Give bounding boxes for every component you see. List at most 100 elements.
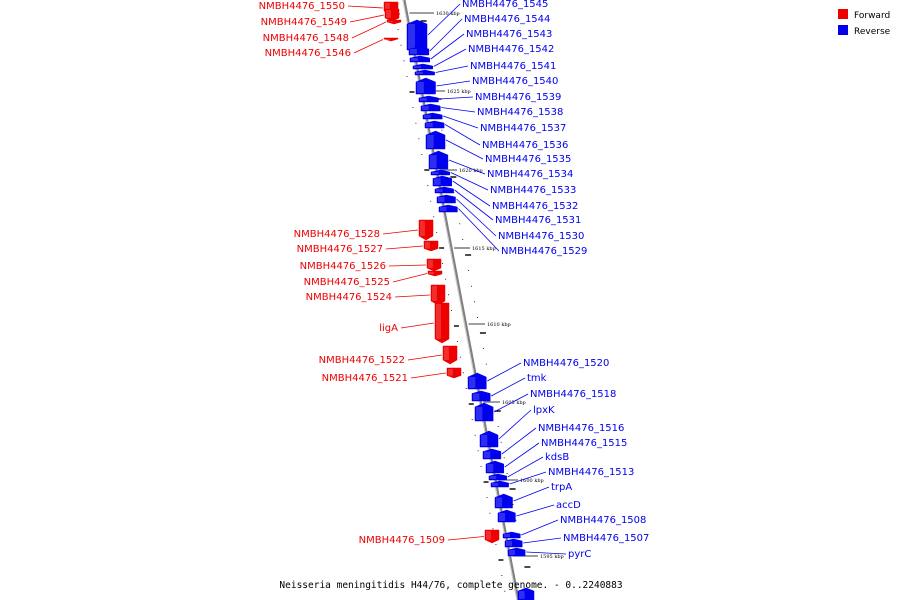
reverse-gene-glyph[interactable] bbox=[490, 480, 509, 488]
reverse-gene-label[interactable]: trpA bbox=[551, 482, 572, 493]
gene-shading bbox=[408, 24, 415, 49]
reverse-gene-label[interactable]: NMBH4476_1508 bbox=[560, 515, 646, 526]
forward-gene-label[interactable]: NMBH4476_1524 bbox=[306, 292, 392, 303]
reverse-gene-label[interactable]: NMBH4476_1536 bbox=[482, 140, 568, 151]
reverse-gene-glyph[interactable] bbox=[471, 390, 491, 402]
gene-shading bbox=[436, 304, 441, 339]
reverse-gene-glyph[interactable] bbox=[494, 493, 513, 509]
reverse-leader-line bbox=[498, 409, 532, 440]
reverse-gene-glyph[interactable] bbox=[488, 473, 507, 481]
reverse-gene-label[interactable]: tmk bbox=[527, 373, 547, 384]
reverse-gene-glyph[interactable] bbox=[497, 509, 516, 523]
reverse-gene-glyph[interactable] bbox=[507, 547, 526, 557]
reverse-gene-label[interactable]: NMBH4476_1544 bbox=[464, 14, 550, 25]
forward-gene-glyph[interactable] bbox=[484, 529, 500, 544]
reverse-gene-glyph[interactable] bbox=[415, 77, 436, 95]
reverse-gene-glyph[interactable] bbox=[418, 95, 439, 103]
reverse-gene-label[interactable]: NMBH4476_1543 bbox=[466, 29, 552, 40]
forward-gene-label[interactable]: NMBH4476_1509 bbox=[359, 535, 445, 546]
reverse-gene-label[interactable]: NMBH4476_1507 bbox=[563, 533, 649, 544]
forward-gene-label[interactable]: NMBH4476_1522 bbox=[319, 355, 405, 366]
reverse-gene-label[interactable]: NMBH4476_1534 bbox=[487, 169, 573, 180]
forward-gene-glyph[interactable] bbox=[427, 270, 443, 277]
reverse-gene-label[interactable]: kdsB bbox=[545, 452, 569, 463]
reverse-gene-label[interactable]: NMBH4476_1518 bbox=[530, 389, 616, 400]
reverse-gene-glyph[interactable] bbox=[436, 194, 456, 204]
reverse-gene-glyph[interactable] bbox=[424, 120, 445, 129]
forward-gene-label[interactable]: NMBH4476_1548 bbox=[263, 33, 349, 44]
reverse-gene-glyph[interactable] bbox=[412, 63, 433, 70]
reverse-gene-label[interactable]: NMBH4476_1533 bbox=[490, 185, 576, 196]
forward-leader-line bbox=[400, 322, 435, 329]
reverse-gene-label[interactable]: NMBH4476_1539 bbox=[475, 92, 561, 103]
reverse-gene-glyph[interactable] bbox=[482, 448, 502, 460]
reverse-gene-glyph[interactable] bbox=[504, 538, 523, 548]
reverse-gene-label[interactable]: NMBH4476_1531 bbox=[495, 215, 581, 226]
reverse-gene-glyph[interactable] bbox=[485, 460, 505, 474]
forward-gene-glyph[interactable] bbox=[423, 240, 439, 252]
reverse-gene-label[interactable]: NMBH4476_1535 bbox=[485, 154, 571, 165]
forward-gene-labels: NMBH4476_1550 NMBH4476_1549 NMBH4476_1548 N… bbox=[259, 1, 445, 546]
reverse-gene-glyph[interactable] bbox=[422, 112, 443, 120]
reverse-gene-glyph[interactable] bbox=[420, 103, 441, 112]
reverse-gene-label[interactable]: NMBH4476_1530 bbox=[498, 231, 584, 242]
reverse-gene-glyph[interactable] bbox=[428, 150, 449, 170]
reverse-gene-label[interactable]: NMBH4476_1538 bbox=[477, 107, 563, 118]
reverse-gene-glyph[interactable] bbox=[414, 69, 435, 76]
reverse-gene-label[interactable]: NMBH4476_1537 bbox=[480, 123, 566, 134]
forward-gene-glyph[interactable] bbox=[384, 8, 400, 22]
reverse-gene-label[interactable]: accD bbox=[556, 500, 581, 511]
reverse-gene-glyph[interactable] bbox=[438, 204, 458, 213]
forward-gene-glyph[interactable] bbox=[426, 258, 442, 272]
forward-leader-line bbox=[447, 536, 485, 541]
reverse-leader-line bbox=[509, 471, 547, 485]
reverse-gene-glyph[interactable] bbox=[408, 46, 430, 56]
reverse-gene-label[interactable]: NMBH4476_1542 bbox=[468, 44, 554, 55]
forward-gene-glyph[interactable] bbox=[418, 219, 434, 241]
forward-gene-glyph[interactable] bbox=[434, 302, 450, 344]
forward-gene-glyph[interactable] bbox=[446, 367, 462, 379]
reverse-gene-label[interactable]: NMBH4476_1513 bbox=[548, 467, 634, 478]
reverse-gene-label[interactable]: NMBH4476_1520 bbox=[523, 358, 609, 369]
reverse-gene-label[interactable]: pyrC bbox=[568, 549, 591, 560]
reverse-gene-glyph[interactable] bbox=[467, 372, 487, 390]
forward-gene-label[interactable]: NMBH4476_1549 bbox=[261, 17, 347, 28]
gene-shading bbox=[506, 541, 513, 546]
gene-shading bbox=[388, 21, 393, 22]
reverse-gene-glyph[interactable] bbox=[425, 130, 446, 150]
gene-shading bbox=[487, 464, 494, 472]
reverse-gene-label[interactable]: NMBH4476_1545 bbox=[462, 0, 548, 10]
reverse-gene-label[interactable]: NMBH4476_1529 bbox=[501, 246, 587, 257]
reverse-gene-label[interactable]: NMBH4476_1515 bbox=[541, 438, 627, 449]
reverse-gene-label[interactable]: NMBH4476_1532 bbox=[492, 201, 578, 212]
forward-leader-line bbox=[385, 245, 424, 250]
forward-gene-label[interactable]: NMBH4476_1525 bbox=[304, 277, 390, 288]
forward-gene-glyph[interactable] bbox=[383, 37, 399, 42]
reverse-gene-glyph[interactable] bbox=[502, 531, 521, 539]
reverse-leader-line bbox=[430, 33, 465, 60]
forward-gene-label[interactable]: NMBH4476_1526 bbox=[300, 261, 386, 272]
reverse-gene-glyph[interactable] bbox=[430, 169, 451, 176]
reverse-gene-label[interactable]: lpxK bbox=[533, 405, 555, 416]
forward-gene-glyph[interactable] bbox=[442, 345, 458, 365]
reverse-gene-glyph[interactable] bbox=[434, 186, 454, 194]
legend-reverse-swatch bbox=[838, 25, 848, 35]
legend-forward-label: Forward bbox=[854, 11, 890, 21]
forward-gene-label[interactable]: NMBH4476_1527 bbox=[297, 244, 383, 255]
reverse-gene-glyph[interactable] bbox=[432, 175, 452, 187]
gene-shading bbox=[426, 123, 433, 127]
reverse-gene-label[interactable]: NMBH4476_1540 bbox=[472, 76, 558, 87]
forward-gene-label[interactable]: NMBH4476_1528 bbox=[294, 229, 380, 240]
reverse-gene-glyph[interactable] bbox=[479, 430, 499, 448]
reverse-gene-label[interactable]: NMBH4476_1516 bbox=[538, 423, 624, 434]
forward-gene-label[interactable]: ligA bbox=[379, 323, 398, 334]
forward-gene-glyph[interactable] bbox=[386, 19, 402, 25]
reverse-gene-glyph[interactable] bbox=[517, 587, 535, 600]
forward-gene-label[interactable]: NMBH4476_1546 bbox=[265, 48, 351, 59]
reverse-gene-label[interactable]: NMBH4476_1541 bbox=[470, 61, 556, 72]
forward-gene-label[interactable]: NMBH4476_1521 bbox=[322, 373, 408, 384]
forward-gene-label[interactable]: NMBH4476_1550 bbox=[259, 1, 345, 12]
reverse-leader-line bbox=[523, 537, 562, 544]
reverse-gene-glyph[interactable] bbox=[474, 402, 494, 422]
reverse-gene-glyph[interactable] bbox=[409, 55, 431, 63]
